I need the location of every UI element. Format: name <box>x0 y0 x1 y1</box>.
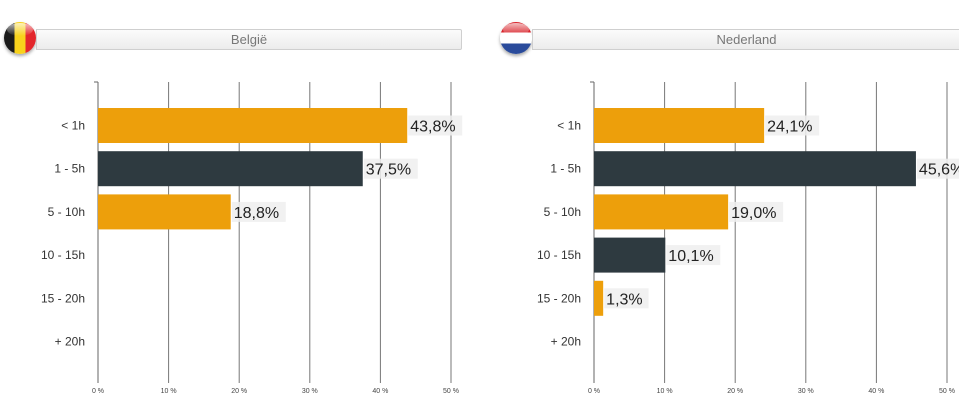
bar-chart-netherlands: 0 % 10 % 20 % 30 % 40 % 50 % < 1h 24,1% 1 - 5h 45… <box>537 81 959 395</box>
netherlands-flag-icon <box>500 22 532 54</box>
bar <box>594 194 729 230</box>
category-label: 10 - 15h <box>41 248 85 262</box>
category-label: + 20h <box>55 335 85 349</box>
x-tick-label: 40 % <box>868 388 884 395</box>
x-tick-label: 30 % <box>798 388 814 395</box>
data-label: 24,1% <box>767 119 812 136</box>
data-label-background <box>666 245 721 266</box>
category-label: 1 - 5h <box>54 162 85 176</box>
bar <box>98 108 408 143</box>
x-tick-label: 20 % <box>727 388 743 395</box>
x-tick-label: 50 % <box>939 388 955 395</box>
data-label: 10,1% <box>668 248 713 265</box>
bar-chart-belgium: 0 % 10 % 20 % 30 % 40 % 50 % < 1h 43,8% 1 - 5h 37… <box>41 81 463 395</box>
data-label-background <box>408 115 463 136</box>
data-label: 19,0% <box>731 205 776 222</box>
category-label: 10 - 15h <box>537 248 581 262</box>
category-label: 15 - 20h <box>41 291 85 305</box>
bar <box>594 237 666 273</box>
chart-panel-belgium: België 0 % 10 % 20 % 30 % 40 % 50 % < 1h 43,8% 1… <box>0 0 470 409</box>
chart-title: België <box>36 29 462 50</box>
bar <box>98 151 363 187</box>
data-label: 1,3% <box>606 291 642 308</box>
bar <box>98 194 231 230</box>
x-tick-label: 10 % <box>657 388 673 395</box>
x-tick-label: 10 % <box>161 388 177 395</box>
chart-panel-netherlands: Nederland 0 % 10 % 20 % 30 % 40 % 50 % < 1h 24,… <box>496 0 959 409</box>
category-label: 1 - 5h <box>550 162 581 176</box>
bar <box>594 108 765 143</box>
x-tick-label: 50 % <box>443 388 459 395</box>
x-tick-label: 0 % <box>92 388 104 395</box>
category-label: 5 - 10h <box>544 205 581 219</box>
category-label: 5 - 10h <box>48 205 85 219</box>
data-label: 18,8% <box>234 205 279 222</box>
belgium-flag-icon <box>4 22 36 54</box>
bar <box>594 280 604 316</box>
data-label-background <box>363 158 418 179</box>
category-label: 15 - 20h <box>537 291 581 305</box>
x-tick-label: 30 % <box>302 388 318 395</box>
category-label: < 1h <box>557 119 581 133</box>
data-label-background <box>231 201 286 222</box>
x-tick-label: 0 % <box>588 388 600 395</box>
data-label-background <box>729 201 784 222</box>
data-label: 37,5% <box>366 162 411 179</box>
data-label: 43,8% <box>410 119 455 136</box>
category-label: < 1h <box>61 119 85 133</box>
chart-title: Nederland <box>532 29 959 50</box>
x-tick-label: 20 % <box>231 388 247 395</box>
x-tick-label: 40 % <box>372 388 388 395</box>
data-label-background <box>604 288 649 309</box>
data-label-background <box>916 158 959 179</box>
bar <box>594 151 916 187</box>
data-label: 45,6% <box>919 162 959 179</box>
category-label: + 20h <box>551 335 581 349</box>
data-label-background <box>765 115 820 136</box>
